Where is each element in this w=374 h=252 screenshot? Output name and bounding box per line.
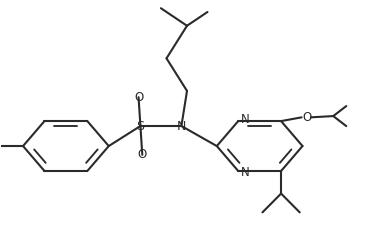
Text: O: O — [138, 148, 147, 161]
Text: O: O — [134, 91, 143, 104]
Text: N: N — [240, 113, 249, 126]
Text: N: N — [240, 166, 249, 179]
Text: N: N — [177, 119, 186, 133]
Text: S: S — [137, 119, 144, 133]
Text: O: O — [303, 111, 312, 124]
